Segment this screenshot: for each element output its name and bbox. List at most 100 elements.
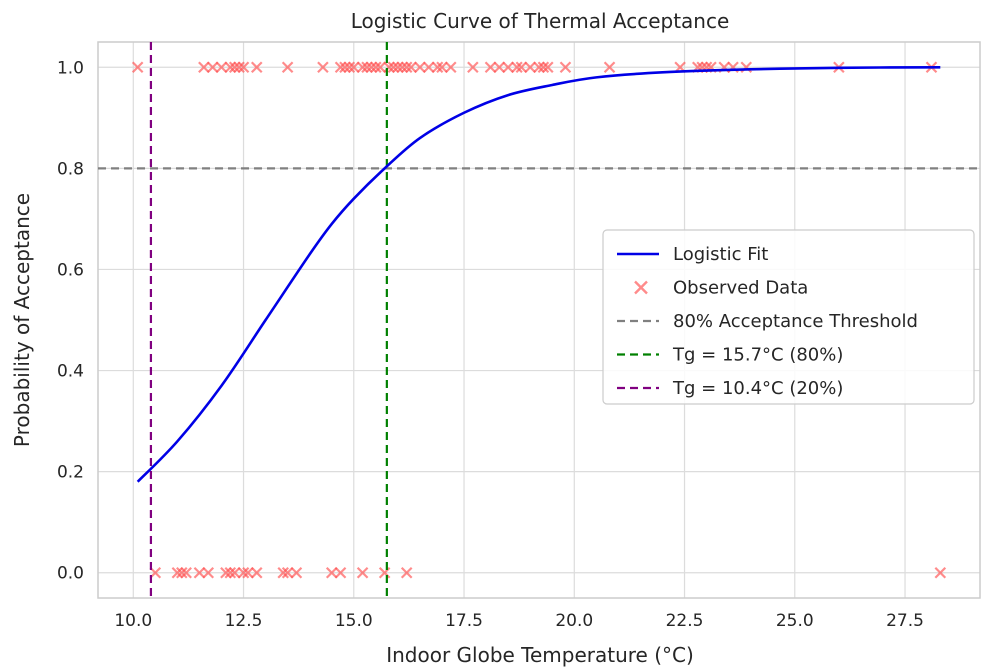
observed-point xyxy=(387,61,400,74)
observed-point xyxy=(228,566,241,579)
observed-point xyxy=(431,61,444,74)
observed-point xyxy=(467,61,479,74)
observed-point xyxy=(180,566,192,579)
observed-point xyxy=(542,61,554,74)
observed-point xyxy=(361,61,373,74)
observed-point xyxy=(277,566,289,579)
observed-point xyxy=(325,566,338,579)
observed-point xyxy=(934,566,947,579)
observed-point xyxy=(400,61,413,74)
observed-point xyxy=(224,566,237,579)
observed-point xyxy=(374,61,387,74)
observed-point xyxy=(524,61,536,74)
observed-point xyxy=(559,61,572,74)
observed-point xyxy=(343,61,356,74)
legend-box xyxy=(602,229,975,405)
y-tick-label: 0.4 xyxy=(57,362,84,382)
x-tick-label: 17.5 xyxy=(445,611,483,631)
observed-point xyxy=(281,566,294,579)
observed-point xyxy=(237,566,250,579)
legend-label: 80% Acceptance Threshold xyxy=(673,311,918,332)
observed-point xyxy=(176,566,188,579)
observed-point xyxy=(215,61,228,74)
y-tick-label: 0.2 xyxy=(57,463,84,483)
x-axis-ticks: 10.0 12.5 15.0 17.5 20.0 22.5 25.0 27.5 xyxy=(114,611,924,631)
observed-point xyxy=(339,61,351,74)
observed-point xyxy=(378,566,391,579)
observed-point xyxy=(502,61,514,74)
observed-point xyxy=(171,566,184,579)
observed-point xyxy=(202,566,215,579)
y-axis-ticks: 0.0 0.2 0.4 0.6 0.8 1.0 xyxy=(57,58,84,583)
y-tick-label: 0.8 xyxy=(57,159,84,179)
x-tick-label: 27.5 xyxy=(886,611,924,631)
legend-item: Logistic Fit xyxy=(617,244,768,265)
observed-point xyxy=(533,61,545,74)
observed-point xyxy=(193,566,206,579)
observed-point xyxy=(281,61,294,74)
legend-marker xyxy=(634,280,648,295)
observed-point xyxy=(383,61,395,74)
observed-point xyxy=(436,61,448,74)
observed-point xyxy=(317,61,329,74)
observed-point xyxy=(537,61,550,74)
legend-label: Logistic Fit xyxy=(673,244,768,265)
x-tick-label: 22.5 xyxy=(666,611,704,631)
observed-point xyxy=(237,61,250,74)
observed-point xyxy=(493,61,506,74)
chart-title: Logistic Curve of Thermal Acceptance xyxy=(351,9,730,33)
legend-item: Tg = 15.7°C (80%) xyxy=(617,345,843,366)
observed-point xyxy=(356,61,369,74)
legend: Logistic Fit Observed Data 80% Acceptance … xyxy=(602,229,975,405)
plot-frame xyxy=(97,41,981,599)
observed-point xyxy=(220,566,232,579)
observed-point xyxy=(131,61,144,74)
observed-point xyxy=(370,61,382,74)
observed-point xyxy=(515,61,528,74)
x-tick-label: 25.0 xyxy=(776,611,814,631)
legend-item: Observed Data xyxy=(634,278,808,299)
observed-point xyxy=(242,566,254,579)
y-tick-label: 0.0 xyxy=(57,564,84,584)
y-tick-label: 1.0 xyxy=(57,58,84,78)
observed-point xyxy=(396,61,409,74)
observed-point xyxy=(290,566,303,579)
observed-point xyxy=(334,566,347,579)
observed-point xyxy=(365,61,378,74)
observed-data-series xyxy=(131,61,947,579)
observed-point xyxy=(233,61,245,74)
observed-point xyxy=(405,61,417,74)
legend-item: 80% Acceptance Threshold xyxy=(617,311,918,332)
observed-point xyxy=(250,61,263,74)
observed-point xyxy=(392,61,404,74)
observed-point xyxy=(228,61,241,74)
observed-point xyxy=(511,61,523,74)
observed-point xyxy=(603,61,616,74)
observed-point xyxy=(198,61,210,74)
x-axis-label: Indoor Globe Temperature (°C) xyxy=(386,643,694,667)
observed-point xyxy=(348,61,360,74)
x-tick-label: 10.0 xyxy=(114,611,152,631)
observed-point xyxy=(334,61,347,74)
observed-point xyxy=(250,566,263,579)
observed-point xyxy=(414,61,426,74)
legend-item: Tg = 10.4°C (20%) xyxy=(617,378,843,399)
logistic-fit-line xyxy=(136,65,941,483)
x-tick-label: 12.5 xyxy=(225,611,263,631)
observed-point xyxy=(224,61,237,74)
observed-point xyxy=(356,566,369,579)
y-tick-label: 0.6 xyxy=(57,260,84,280)
observed-point xyxy=(400,566,413,579)
observed-point xyxy=(445,61,457,74)
series-layer xyxy=(98,42,980,598)
x-tick-label: 20.0 xyxy=(555,611,593,631)
observed-point xyxy=(422,61,435,74)
x-tick-label: 15.0 xyxy=(335,611,373,631)
legend-label: Tg = 10.4°C (20%) xyxy=(672,378,843,399)
y-axis-label: Probability of Acceptance xyxy=(10,193,34,447)
observed-point xyxy=(206,61,219,74)
observed-point xyxy=(484,61,497,74)
legend-label: Tg = 15.7°C (80%) xyxy=(672,345,843,366)
legend-label: Observed Data xyxy=(673,278,808,299)
